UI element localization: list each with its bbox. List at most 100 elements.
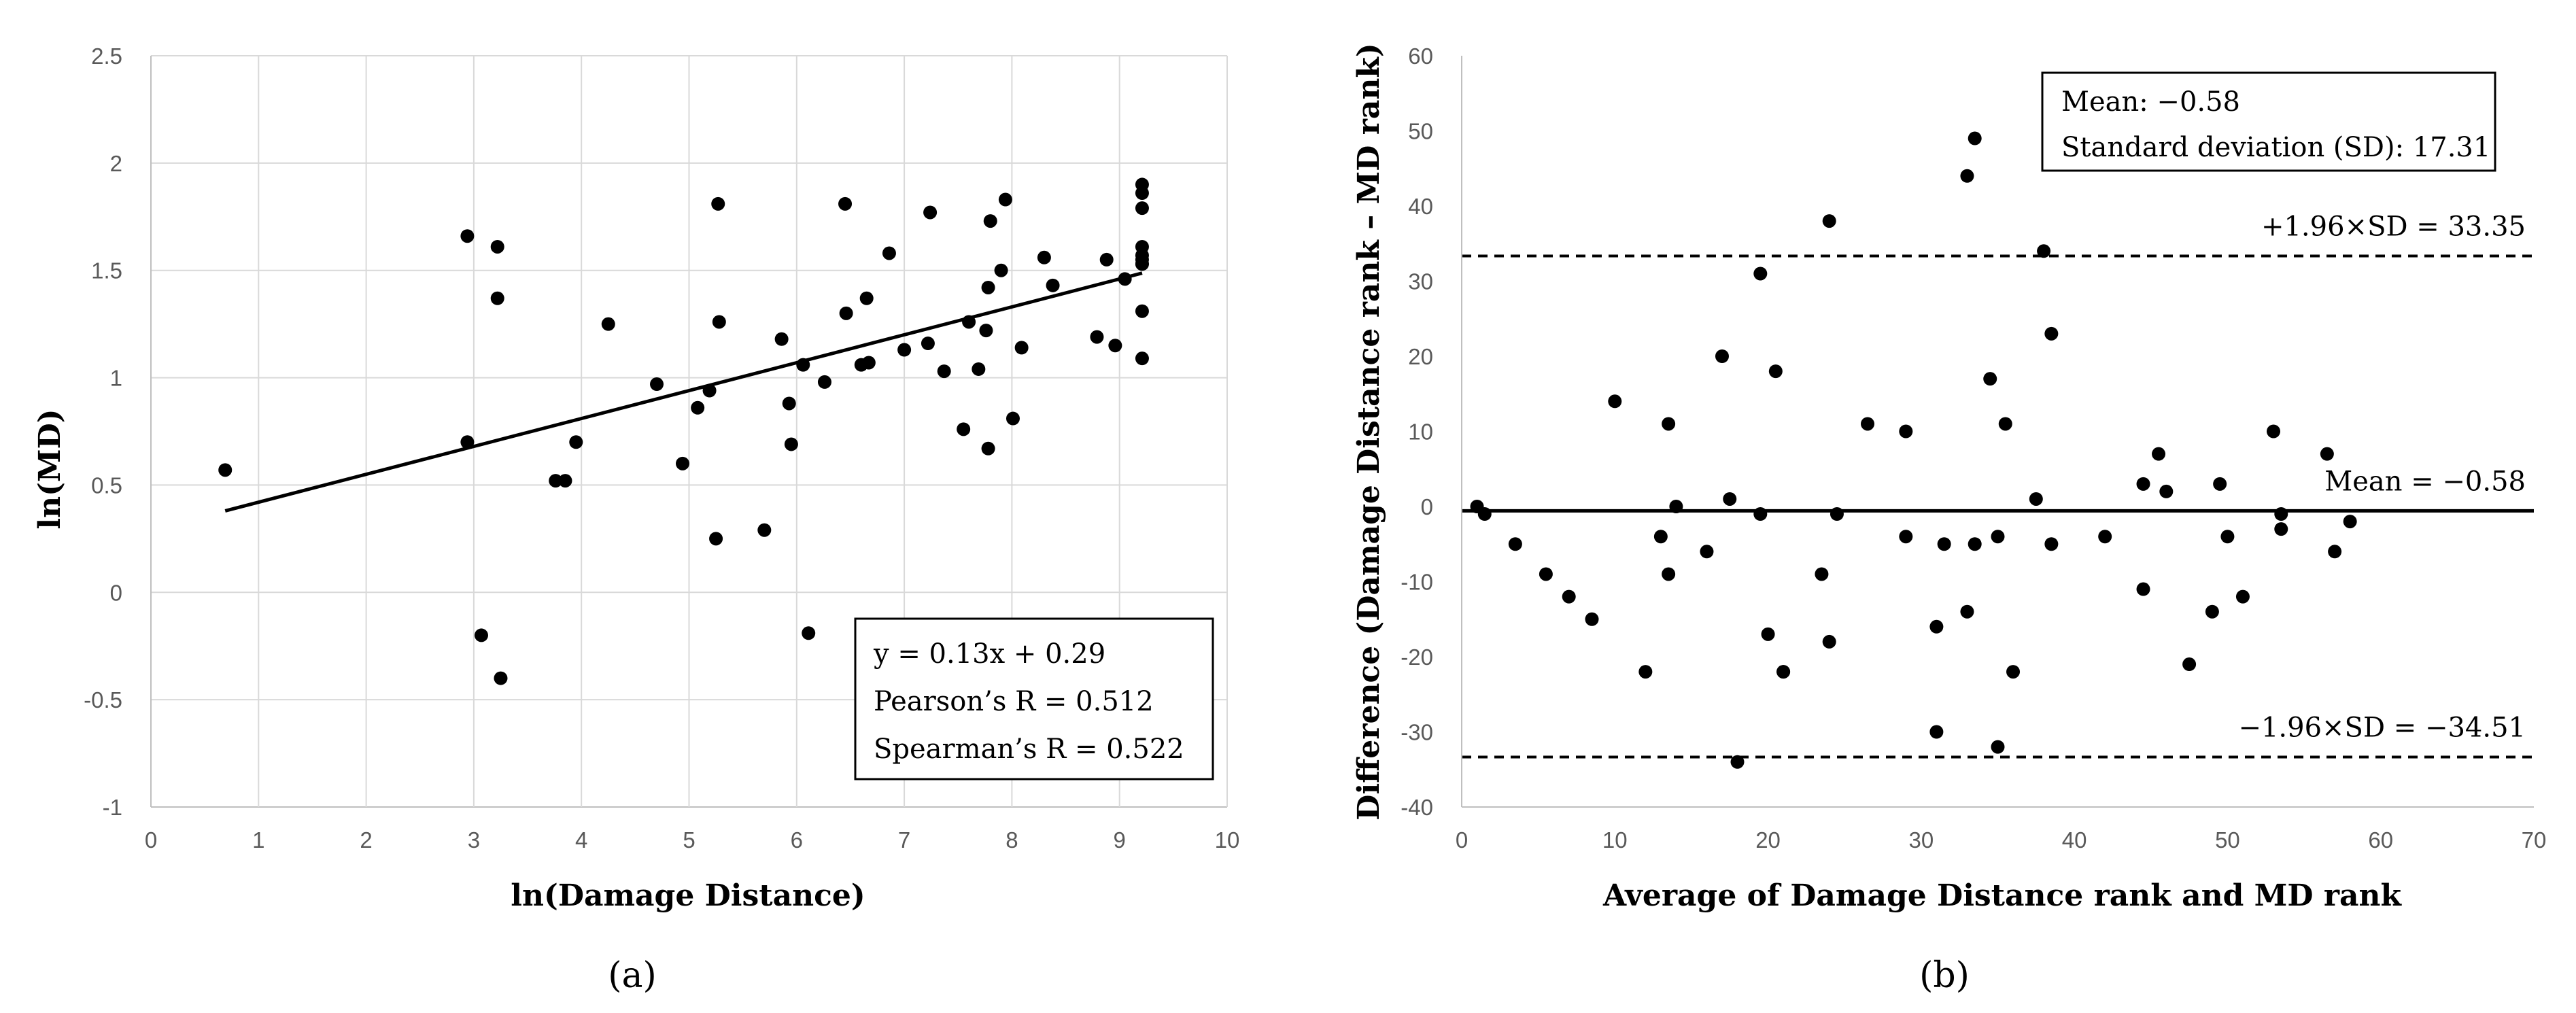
chart-a-point — [549, 474, 563, 488]
chart-b-point — [1899, 424, 1913, 439]
chart-b-x-tick-label: 0 — [1456, 827, 1468, 853]
chart-a-x-tick-label: 4 — [575, 827, 587, 853]
chart-b-point — [2213, 477, 2227, 491]
chart-a-point — [1135, 351, 1149, 366]
chart-a-x-tick-label: 8 — [1006, 827, 1018, 853]
chart-a-point — [1037, 250, 1051, 264]
chart-b-y-tick-label: 10 — [1408, 419, 1433, 445]
chart-a-y-tick-label: 1.5 — [91, 258, 122, 284]
panel-label-a: (a) — [608, 955, 657, 996]
chart-b-point — [1753, 267, 1768, 281]
chart-b-point — [2205, 604, 2219, 619]
chart-a-point — [1099, 252, 1114, 267]
chart-b-point — [1662, 567, 1676, 581]
chart-a-x-tick-label: 7 — [898, 827, 910, 853]
chart-b-point — [1983, 372, 1997, 386]
chart-a-y-tick-label: 0 — [110, 580, 122, 605]
chart-b-y-tick-label: 20 — [1408, 344, 1433, 369]
chart-b-point — [1960, 169, 1974, 183]
chart-a-point — [558, 474, 572, 488]
chart-b-x-axis-title: Average of Damage Distance rank and MD r… — [1602, 878, 2403, 913]
chart-a-x-tick-label: 5 — [683, 827, 695, 853]
chart-b-point — [1776, 665, 1791, 679]
chart-b-y-tick-label: -30 — [1401, 720, 1433, 745]
chart-b-point — [1761, 627, 1775, 641]
chart-a-point — [601, 317, 615, 331]
chart-a-trendline — [224, 271, 1143, 513]
chart-b-point — [1539, 567, 1553, 581]
chart-a-point — [709, 532, 723, 546]
chart-b-x-tick-label: 10 — [1602, 827, 1628, 853]
chart-b-point — [2320, 447, 2334, 461]
chart-a-point — [1046, 278, 1060, 292]
chart-a-y-tick-label: 0.5 — [91, 473, 122, 498]
chart-b-point — [2136, 582, 2150, 596]
chart-b-point — [1929, 619, 1944, 634]
chart-a-x-tick-label: 6 — [791, 827, 803, 853]
chart-a-x-tick-label: 3 — [468, 827, 480, 853]
chart-a-point — [494, 671, 508, 685]
chart-b-x-tick-label: 50 — [2215, 827, 2240, 853]
chart-a-point — [474, 628, 488, 642]
chart-b-points — [1470, 131, 2357, 769]
chart-a-point — [702, 383, 717, 398]
chart-b-point — [1715, 349, 1729, 363]
chart-a-gridlines — [150, 55, 1228, 808]
chart-b-y-tick-label: 30 — [1408, 269, 1433, 294]
panel-label-b: (b) — [1919, 955, 1970, 996]
chart-a-point — [774, 332, 789, 346]
chart-a-points — [218, 177, 1149, 685]
chart-a-point — [691, 400, 705, 415]
chart-a-x-tick-label: 2 — [360, 827, 372, 853]
chart-a-point — [676, 456, 690, 470]
chart-a: -1 -0.5 0 0.5 1 1.5 2 2.5 0 1 2 3 4 5 6 7 8 9 10 ln(Damag… — [33, 44, 1239, 996]
chart-b-point — [1669, 500, 1683, 513]
chart-b-point — [2267, 424, 2281, 439]
chart-a-point — [1108, 339, 1122, 353]
chart-a-point — [998, 192, 1012, 207]
chart-a-point — [796, 358, 810, 372]
chart-a-x-axis-title: ln(Damage Distance) — [511, 878, 865, 913]
chart-a-point — [983, 214, 997, 228]
chart-b-x-ticks: 0 10 20 30 40 50 60 70 — [1456, 827, 2547, 853]
chart-b-point — [1653, 530, 1668, 544]
chart-b-point — [2136, 477, 2150, 491]
chart-a-point — [838, 196, 853, 211]
chart-b: -40 -30 -20 -10 0 10 20 30 40 50 60 0 10 20 30 40 50 60 7… — [1352, 43, 2546, 996]
chart-b-point — [1929, 725, 1944, 739]
chart-b-y-axis-title: Difference (Damage Distance rank – MD ra… — [1352, 43, 1386, 820]
chart-a-point — [1135, 304, 1149, 318]
chart-a-point — [1014, 341, 1029, 355]
chart-a-point — [569, 435, 583, 449]
chart-a-point — [460, 229, 475, 243]
chart-a-point — [784, 437, 798, 451]
chart-b-point — [2274, 507, 2288, 521]
chart-b-point — [1937, 537, 1951, 551]
chart-a-point — [994, 263, 1008, 277]
chart-b-point — [1815, 567, 1829, 581]
chart-b-point — [1608, 394, 1622, 409]
chart-b-point — [2044, 537, 2059, 551]
chart-b-stats-box — [2041, 71, 2496, 172]
chart-b-x-tick-label: 30 — [1908, 827, 1934, 853]
chart-a-x-tick-label: 10 — [1215, 827, 1240, 853]
chart-a-point — [921, 337, 935, 351]
chart-b-point — [1638, 665, 1653, 679]
chart-b-point — [2152, 447, 2166, 461]
chart-b-lower-limit-label: −1.96×SD = −34.51 — [2238, 712, 2526, 744]
chart-b-point — [1998, 417, 2012, 431]
chart-b-y-tick-label: -40 — [1401, 795, 1433, 820]
chart-b-y-tick-label: -20 — [1401, 645, 1433, 670]
chart-b-point — [1730, 755, 1745, 769]
chart-a-point — [1135, 201, 1149, 216]
chart-b-point — [1991, 740, 2005, 754]
chart-b-point — [1861, 417, 1875, 431]
chart-b-point — [2044, 326, 2059, 341]
chart-b-point — [1968, 131, 1982, 145]
chart-a-spearman: Spearman’s R = 0.522 — [874, 734, 1184, 765]
chart-a-annotation-box — [854, 617, 1214, 780]
chart-a-y-tick-label: -0.5 — [84, 687, 122, 712]
chart-b-sd-stat: Standard deviation (SD): 17.31 — [2061, 132, 2490, 163]
chart-a-point — [711, 196, 725, 211]
